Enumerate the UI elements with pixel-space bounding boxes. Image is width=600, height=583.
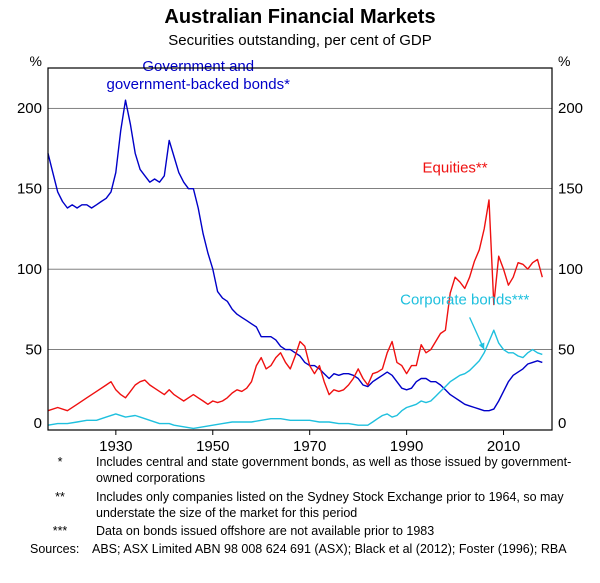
footnote-text: Data on bonds issued offshore are not av…	[96, 523, 580, 539]
y-tick-right: 50	[558, 342, 575, 359]
series-gov_bonds	[48, 100, 542, 411]
y-tick-left: 50	[25, 342, 42, 359]
x-tick: 1970	[293, 438, 326, 455]
y-tick-left: 200	[17, 100, 42, 117]
y-unit-left: %	[30, 53, 42, 69]
footnote-symbol: ***	[30, 523, 96, 539]
y-tick-right: 100	[558, 261, 583, 278]
chart-subtitle: Securities outstanding, per cent of GDP	[0, 32, 600, 49]
footnote-symbol: *	[30, 454, 96, 487]
footnote-symbol: **	[30, 489, 96, 522]
footnote-row: *Includes central and state government b…	[30, 454, 580, 487]
y-tick-right: 200	[558, 100, 583, 117]
y-tick-left: 0	[34, 415, 42, 432]
series-corp_bonds	[48, 330, 542, 428]
sources-text: ABS; ASX Limited ABN 98 008 624 691 (ASX…	[92, 541, 580, 557]
series-label-equities: Equities**	[423, 160, 488, 177]
footnote-text: Includes central and state government bo…	[96, 454, 580, 487]
chart-plot: 0 0 50 50 100 100 150 150 200 200%% 1930 1950 1970 19…	[0, 0, 600, 455]
sources-label: Sources:	[30, 541, 92, 557]
chart-container: Australian Financial Markets Securities …	[0, 0, 600, 583]
series-label-gov_bonds: Government and	[142, 58, 254, 75]
footnote-row: ***Data on bonds issued offshore are not…	[30, 523, 580, 539]
series-label-gov_bonds: government-backed bonds*	[107, 76, 291, 93]
y-tick-left: 150	[17, 181, 42, 198]
x-tick: 2010	[487, 438, 520, 455]
y-tick-right: 0	[558, 415, 566, 432]
chart-title: Australian Financial Markets	[0, 6, 600, 29]
y-tick-right: 150	[558, 181, 583, 198]
x-tick: 1950	[196, 438, 229, 455]
y-unit-right: %	[558, 53, 570, 69]
y-tick-left: 100	[17, 261, 42, 278]
footnote-text: Includes only companies listed on the Sy…	[96, 489, 580, 522]
chart-footnotes: *Includes central and state government b…	[30, 454, 580, 558]
footnote-row: **Includes only companies listed on the …	[30, 489, 580, 522]
x-tick: 1930	[99, 438, 132, 455]
x-tick: 1990	[390, 438, 423, 455]
sources-row: Sources:ABS; ASX Limited ABN 98 008 624 …	[30, 541, 580, 557]
series-label-corp_bonds: Corporate bonds***	[400, 292, 529, 309]
